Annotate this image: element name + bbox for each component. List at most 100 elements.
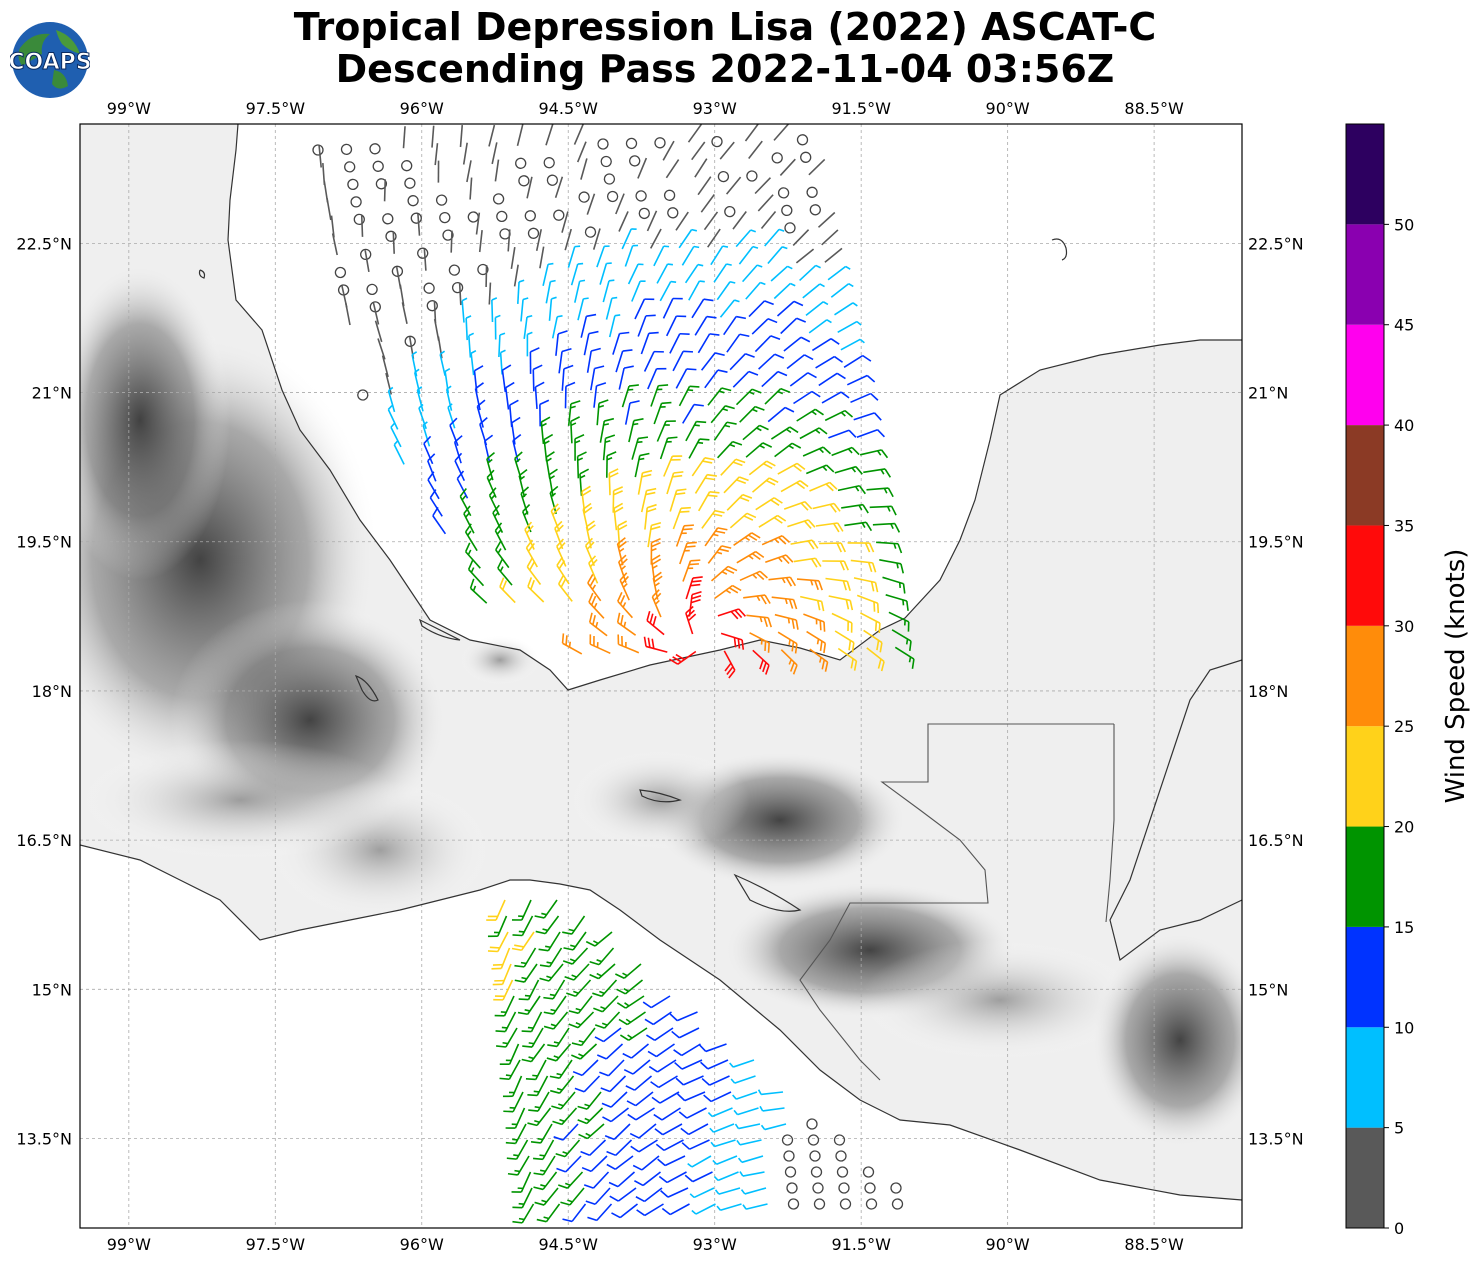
wind-barb bbox=[387, 386, 396, 413]
wind-barb bbox=[821, 391, 850, 404]
wind-barb bbox=[846, 374, 876, 386]
wind-barb bbox=[357, 389, 369, 401]
grid-lines bbox=[80, 124, 1242, 1228]
wind-barb bbox=[650, 1075, 678, 1089]
wind-barb bbox=[827, 265, 851, 281]
wind-barb bbox=[661, 1203, 690, 1216]
wind-barb bbox=[564, 228, 572, 251]
wind-barb bbox=[835, 1150, 847, 1162]
wind-barb bbox=[539, 399, 550, 427]
wind-barb bbox=[462, 142, 468, 165]
wind-barb bbox=[665, 159, 680, 179]
wind-barb bbox=[603, 173, 616, 185]
wind-barb bbox=[770, 265, 793, 282]
lat-tick-label-right: 22.5°N bbox=[1248, 234, 1304, 253]
wind-barb bbox=[640, 331, 659, 355]
wind-barb bbox=[834, 630, 855, 653]
wind-barb bbox=[458, 283, 462, 306]
wind-barb bbox=[675, 211, 689, 231]
wind-barb bbox=[642, 995, 671, 1009]
wind-barb bbox=[665, 315, 687, 337]
wind-barb bbox=[524, 210, 536, 222]
colorbar-tick-label: 50 bbox=[1394, 215, 1414, 234]
wind-barb bbox=[499, 1059, 521, 1081]
wind-barb bbox=[689, 1187, 715, 1199]
wind-barb bbox=[834, 465, 863, 475]
wind-barb bbox=[520, 486, 530, 515]
wind-barb bbox=[783, 1150, 795, 1162]
wind-barb bbox=[678, 385, 700, 407]
colorbar-tick-label: 45 bbox=[1394, 316, 1414, 335]
wind-barb bbox=[534, 899, 558, 919]
wind-barb bbox=[527, 227, 540, 239]
wind-barb bbox=[757, 194, 774, 212]
wind-barb bbox=[645, 1027, 674, 1042]
wind-barb bbox=[477, 263, 489, 276]
lon-tick-label-bottom: 97.5°W bbox=[246, 1235, 306, 1254]
wind-barb bbox=[624, 244, 639, 267]
wind-barb bbox=[712, 1155, 738, 1166]
wind-barb bbox=[434, 143, 439, 166]
wind-barb bbox=[723, 476, 749, 494]
wind-barb bbox=[503, 1091, 524, 1113]
wind-barb bbox=[578, 1123, 605, 1140]
wind-barb bbox=[585, 1187, 611, 1206]
wind-barb bbox=[787, 1198, 800, 1210]
wind-barb bbox=[617, 634, 640, 654]
wind-barb bbox=[831, 446, 860, 457]
wind-barb bbox=[525, 1059, 547, 1081]
wind-barb bbox=[764, 387, 791, 405]
wind-barb bbox=[431, 125, 435, 148]
wind-barb bbox=[494, 159, 500, 182]
wind-barb bbox=[413, 368, 421, 394]
wind-barb bbox=[533, 1139, 555, 1161]
wind-barb bbox=[576, 141, 587, 163]
wind-barb bbox=[742, 424, 769, 441]
wind-barb bbox=[786, 1182, 798, 1194]
wind-barb bbox=[594, 1011, 621, 1029]
wind-barb bbox=[427, 471, 440, 500]
wind-barb bbox=[483, 434, 494, 463]
wind-barb bbox=[496, 1027, 518, 1048]
wind-barb bbox=[644, 503, 657, 530]
wind-barb bbox=[468, 332, 475, 358]
wind-barb bbox=[872, 522, 901, 533]
wind-barb bbox=[492, 504, 504, 533]
wind-barb bbox=[499, 1043, 520, 1065]
wind-barb bbox=[539, 246, 545, 269]
wind-barb bbox=[800, 595, 825, 612]
colorbar-tick-label: 0 bbox=[1394, 1219, 1404, 1238]
wind-barb bbox=[850, 392, 879, 404]
wind-barb bbox=[381, 355, 389, 378]
wind-barb bbox=[809, 648, 829, 672]
colorbar-title: Wind Speed (knots) bbox=[1441, 549, 1471, 804]
wind-barb bbox=[806, 1118, 818, 1130]
wind-barb bbox=[511, 899, 532, 921]
wind-barb bbox=[496, 210, 508, 223]
wind-barb bbox=[437, 336, 443, 359]
wind-barb bbox=[671, 1027, 700, 1039]
wind-barb bbox=[807, 1134, 820, 1146]
wind-barb bbox=[710, 565, 738, 582]
wind-barb bbox=[522, 1027, 544, 1048]
wind-barb bbox=[691, 1203, 716, 1215]
wind-barb bbox=[546, 1043, 572, 1062]
wind-barb bbox=[635, 190, 647, 202]
wind-barb bbox=[809, 481, 838, 492]
colorbar-tick-label: 35 bbox=[1394, 516, 1414, 535]
wind-barb bbox=[600, 1075, 627, 1093]
wind-barb bbox=[843, 354, 872, 368]
wind-barb bbox=[587, 574, 602, 602]
wind-barb bbox=[562, 947, 589, 965]
colorbar-bin bbox=[1346, 726, 1384, 827]
wind-barb bbox=[606, 190, 619, 203]
wind-barb bbox=[770, 426, 799, 440]
wind-barb bbox=[492, 963, 512, 986]
wind-barb bbox=[740, 1187, 767, 1195]
wind-barb bbox=[828, 595, 854, 611]
wind-barb bbox=[385, 372, 393, 395]
wind-barb bbox=[707, 387, 732, 406]
colorbar-bin bbox=[1346, 324, 1384, 426]
wind-barb bbox=[602, 1107, 629, 1123]
